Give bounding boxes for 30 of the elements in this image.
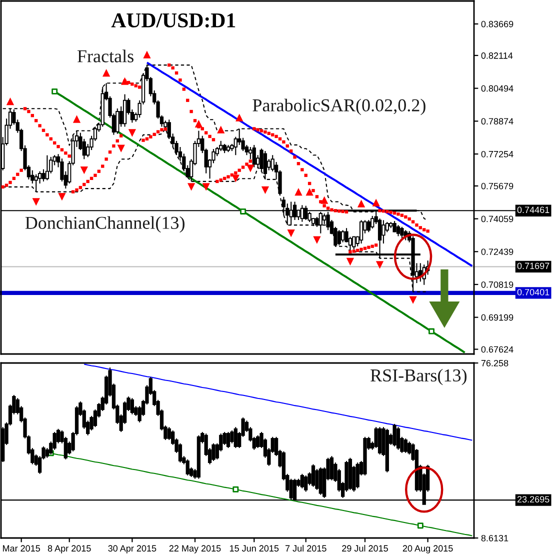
y-tick-label: 0.78874 [481, 118, 514, 125]
x-tick-label: 30 Apr 2015 [108, 545, 156, 554]
x-tick-label: 20 Aug 2015 [402, 545, 453, 554]
y-tick-label: 0.75679 [481, 182, 514, 190]
y-tick-label: 0.67624 [481, 346, 514, 353]
x-tick-label: 7 Jul 2015 [285, 544, 326, 552]
x-tick-label: 29 Jul 2015 [342, 544, 388, 552]
y-tick-label: 0.69199 [481, 314, 514, 321]
x-tick-label: Mar 2015 [2, 545, 40, 552]
annotation: ParabolicSAR(0.02,0.2) [252, 98, 426, 116]
y-tick-label: 0.74059 [481, 216, 514, 222]
ref-line-label: 0.71697 [517, 262, 550, 270]
chart-title: AUD/USD:D1 [111, 13, 236, 28]
annotation: Fractals [77, 50, 134, 62]
y-tick-label: 8.6131 [481, 534, 508, 542]
x-tick-label: 8 Apr 2015 [48, 545, 91, 554]
ref-line-label: 23.2695 [517, 496, 550, 503]
ref-line-label: 0.70401 [517, 288, 550, 296]
y-tick-label: 0.77254 [481, 150, 514, 158]
y-tick-label: 0.72439 [481, 248, 514, 255]
y-tick-label: 0.80494 [481, 85, 514, 92]
y-tick-label: 0.70819 [481, 281, 514, 288]
x-tick-label: 15 Jun 2015 [230, 545, 279, 552]
y-tick-label: 0.83669 [481, 20, 514, 28]
annotation: RSI-Bars(13) [370, 368, 467, 386]
y-tick-label: 0.82114 [481, 52, 513, 59]
ref-line-label: 0.74461 [517, 206, 550, 214]
annotation: DonchianChannel(13) [25, 216, 184, 233]
x-tick-label: 22 May 2015 [169, 545, 221, 554]
y-tick-label: 76.258 [481, 360, 508, 366]
